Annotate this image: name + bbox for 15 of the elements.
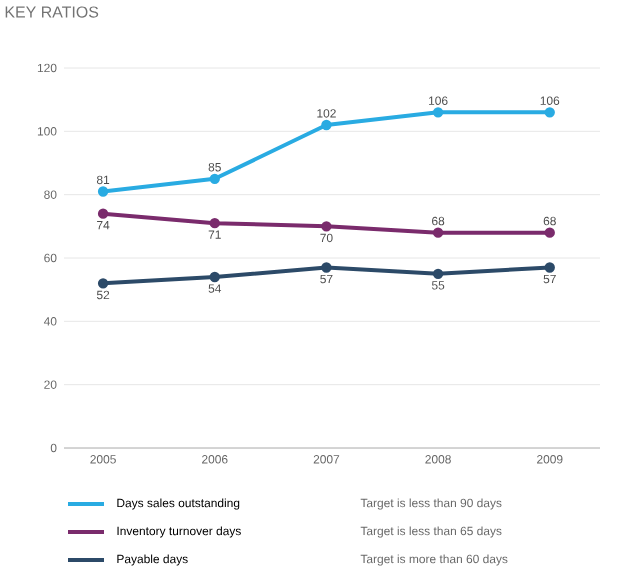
point	[321, 262, 332, 273]
point	[209, 271, 220, 283]
point	[209, 217, 220, 229]
point	[432, 107, 444, 118]
point	[209, 173, 220, 185]
point	[432, 268, 444, 280]
point	[544, 107, 555, 118]
point	[432, 227, 444, 238]
point	[544, 227, 555, 238]
point	[321, 119, 332, 131]
point	[97, 208, 109, 219]
point	[97, 278, 109, 289]
point	[321, 221, 332, 232]
point	[97, 186, 109, 197]
point	[544, 262, 555, 273]
